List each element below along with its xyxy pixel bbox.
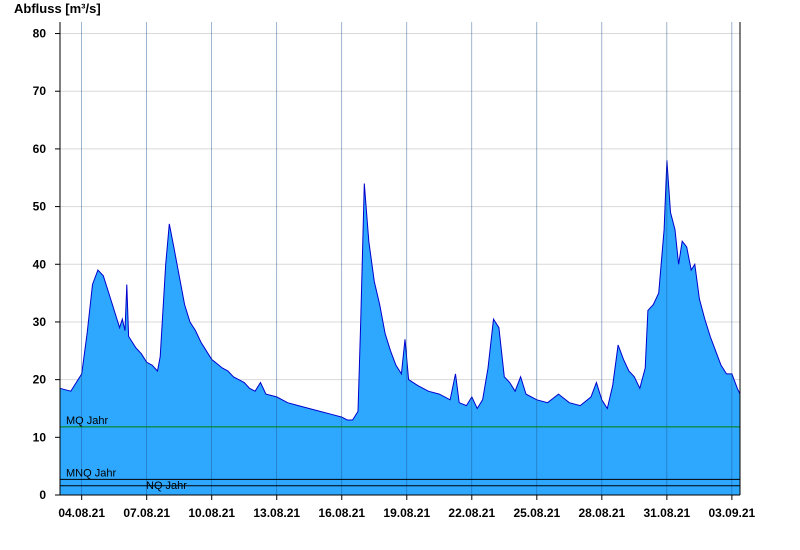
y-tick-label: 60 [33, 142, 47, 156]
x-tick-label: 10.08.21 [188, 506, 235, 520]
y-tick-label: 10 [33, 430, 47, 444]
y-tick-label: 30 [33, 315, 47, 329]
x-tick-label: 31.08.21 [643, 506, 690, 520]
x-tick-label: 07.08.21 [123, 506, 170, 520]
x-tick-label: 22.08.21 [448, 506, 495, 520]
y-axis-label: Abfluss [m³/s] [14, 1, 101, 16]
y-tick-label: 70 [33, 84, 47, 98]
y-tick-label: 80 [33, 27, 47, 41]
x-tick-label: 04.08.21 [58, 506, 105, 520]
y-tick-label: 0 [39, 488, 46, 502]
discharge-area [60, 160, 740, 495]
x-tick-label: 25.08.21 [513, 506, 560, 520]
reference-line-label: MNQ Jahr [66, 467, 116, 479]
x-tick-label: 28.08.21 [578, 506, 625, 520]
reference-line-label: MQ Jahr [66, 415, 109, 427]
y-tick-label: 20 [33, 373, 47, 387]
x-tick-label: 16.08.21 [318, 506, 365, 520]
discharge-line [59, 160, 741, 421]
reference-line-label: NQ Jahr [146, 480, 187, 492]
x-tick-label: 03.09.21 [709, 506, 756, 520]
y-tick-label: 40 [33, 257, 47, 271]
y-tick-label: 50 [33, 200, 47, 214]
x-tick-label: 13.08.21 [253, 506, 300, 520]
x-tick-label: 19.08.21 [383, 506, 430, 520]
